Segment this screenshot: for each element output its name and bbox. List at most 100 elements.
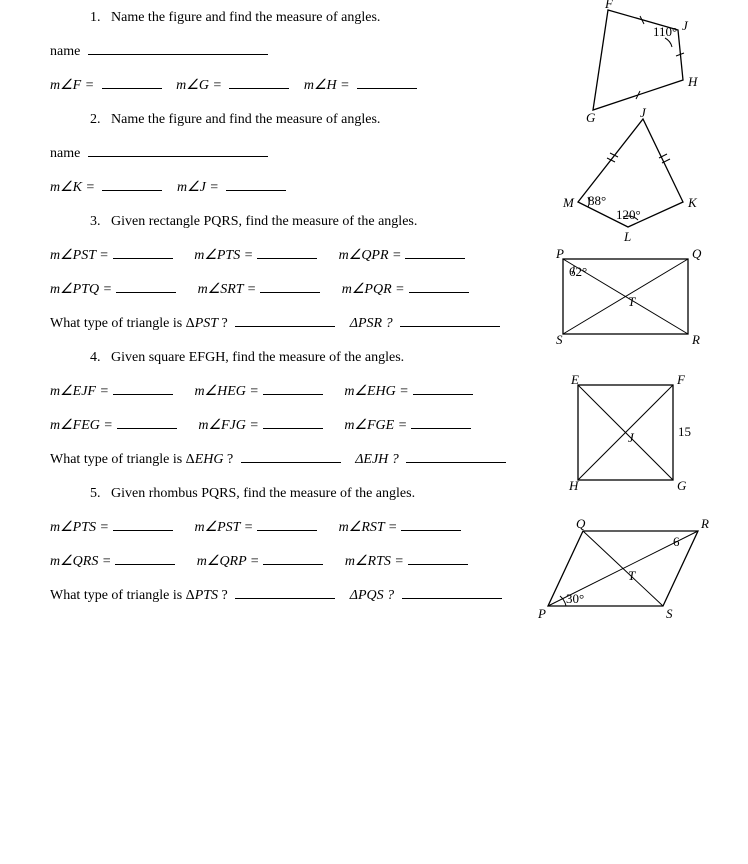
p5-tri-q: What type of triangle is Δ — [50, 588, 195, 603]
l-SRT: m∠SRT = — [198, 282, 257, 297]
p4-num: 4. — [90, 350, 101, 365]
blank-mK[interactable] — [102, 176, 162, 191]
blank-name-2[interactable] — [88, 142, 268, 157]
b-PST[interactable] — [113, 244, 173, 259]
svg-text:Q: Q — [576, 516, 586, 531]
b-triEHG[interactable] — [241, 448, 341, 463]
svg-text:F: F — [604, 0, 614, 11]
p3-prompt: 3. Given rectangle PQRS, find the measur… — [90, 214, 708, 230]
b-triPQS[interactable] — [402, 584, 502, 599]
l-mK: m∠K = — [50, 180, 95, 195]
b-HEG[interactable] — [263, 380, 323, 395]
svg-text:R: R — [691, 332, 700, 347]
l-QRP: m∠QRP = — [197, 554, 260, 569]
l-PST5: m∠PST = — [194, 520, 253, 535]
blank-mH[interactable] — [357, 74, 417, 89]
blank-mF[interactable] — [102, 74, 162, 89]
svg-text:Q: Q — [692, 246, 702, 261]
l-RTS: m∠RTS = — [345, 554, 404, 569]
b-triPST[interactable] — [235, 312, 335, 327]
b-triPSR[interactable] — [400, 312, 500, 327]
l-HEG: m∠HEG = — [194, 384, 258, 399]
l-PST: m∠PST = — [50, 248, 109, 263]
l-PTS5: m∠PTS = — [50, 520, 109, 535]
angle-62: 62° — [569, 264, 587, 279]
b-QRP[interactable] — [263, 550, 323, 565]
b-PQR[interactable] — [409, 278, 469, 293]
b-FEG[interactable] — [117, 414, 177, 429]
p4-prompt-text: Given square EFGH, find the measure of t… — [111, 350, 404, 365]
svg-text:F: F — [676, 372, 686, 387]
p3-t1q: ? — [218, 316, 228, 331]
p3-prompt-text: Given rectangle PQRS, find the measure o… — [111, 214, 417, 229]
p5-num: 5. — [90, 486, 101, 501]
p3-t1: PST — [195, 316, 218, 331]
b-RST[interactable] — [401, 516, 461, 531]
name-label: name — [50, 44, 80, 59]
p5-prompt: 5. Given rhombus PQRS, find the measure … — [90, 486, 708, 502]
svg-text:P: P — [538, 606, 546, 621]
l-QRS: m∠QRS = — [50, 554, 111, 569]
l-PQR: m∠PQR = — [342, 282, 405, 297]
svg-text:S: S — [666, 606, 673, 621]
p3-num: 3. — [90, 214, 101, 229]
p3-t2: ΔPSR ? — [350, 316, 393, 331]
b-PST5[interactable] — [257, 516, 317, 531]
l-mG: m∠G = — [176, 78, 222, 93]
l-FEG: m∠FEG = — [50, 418, 113, 433]
p4-t1q: ? — [223, 452, 233, 467]
p4-tri-q: What type of triangle is Δ — [50, 452, 195, 467]
l-FGE: m∠FGE = — [344, 418, 407, 433]
svg-text:T: T — [628, 568, 636, 583]
svg-text:H: H — [687, 74, 698, 89]
l-EJF: m∠EJF = — [50, 384, 109, 399]
blank-mJ[interactable] — [226, 176, 286, 191]
svg-text:J: J — [640, 107, 647, 120]
b-PTQ[interactable] — [116, 278, 176, 293]
b-EHG[interactable] — [413, 380, 473, 395]
b-RTS[interactable] — [408, 550, 468, 565]
l-mF: m∠F = — [50, 78, 94, 93]
b-FJG[interactable] — [263, 414, 323, 429]
problem-2: J K L M 88° 120° 2. Name the figure and … — [50, 112, 708, 196]
l-QPR: m∠QPR = — [339, 248, 402, 263]
svg-text:J: J — [628, 430, 635, 445]
b-QPR[interactable] — [405, 244, 465, 259]
b-PTS5[interactable] — [113, 516, 173, 531]
svg-text:K: K — [687, 195, 698, 210]
svg-text:T: T — [628, 294, 636, 309]
b-triPTS[interactable] — [235, 584, 335, 599]
b-triEJH[interactable] — [406, 448, 506, 463]
blank-name-1[interactable] — [88, 40, 268, 55]
svg-text:J: J — [682, 18, 689, 33]
diagram-5: Q R S P T 6 30° — [538, 516, 713, 631]
p5-t2: ΔPQS ? — [350, 588, 394, 603]
p4-prompt: 4. Given square EFGH, find the measure o… — [90, 350, 708, 366]
p4-t1: EHG — [195, 452, 224, 467]
p2-num: 2. — [90, 112, 101, 127]
svg-text:E: E — [570, 372, 579, 387]
blank-mG[interactable] — [229, 74, 289, 89]
l-RST: m∠RST = — [339, 520, 398, 535]
svg-text:M: M — [562, 195, 575, 210]
b-EJF[interactable] — [113, 380, 173, 395]
p1-num: 1. — [90, 10, 101, 25]
b-PTS[interactable] — [257, 244, 317, 259]
problem-4: E F G H J 15 4. Given square EFGH, find … — [50, 350, 708, 468]
angle-110: 110° — [653, 24, 677, 39]
p5-prompt-text: Given rhombus PQRS, find the measure of … — [111, 486, 415, 501]
b-QRS[interactable] — [115, 550, 175, 565]
l-PTS: m∠PTS = — [194, 248, 253, 263]
svg-text:R: R — [700, 516, 709, 531]
angle-30: 30° — [566, 591, 584, 606]
diagram-4: E F G H J 15 — [563, 370, 698, 505]
p5-t1: PTS — [195, 588, 218, 603]
p5-t1q: ? — [218, 588, 228, 603]
p4-t2: ΔEJH ? — [355, 452, 399, 467]
l-PTQ: m∠PTQ = — [50, 282, 112, 297]
b-SRT[interactable] — [260, 278, 320, 293]
problem-3: P Q R S T 62° 3. Given rectangle PQRS, f… — [50, 214, 708, 332]
b-FGE[interactable] — [411, 414, 471, 429]
worksheet-page: F J H G 110° 1. Name the figure and find… — [0, 0, 748, 864]
problem-1: F J H G 110° 1. Name the figure and find… — [50, 10, 708, 94]
